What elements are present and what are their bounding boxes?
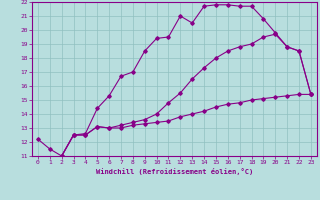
X-axis label: Windchill (Refroidissement éolien,°C): Windchill (Refroidissement éolien,°C) <box>96 168 253 175</box>
